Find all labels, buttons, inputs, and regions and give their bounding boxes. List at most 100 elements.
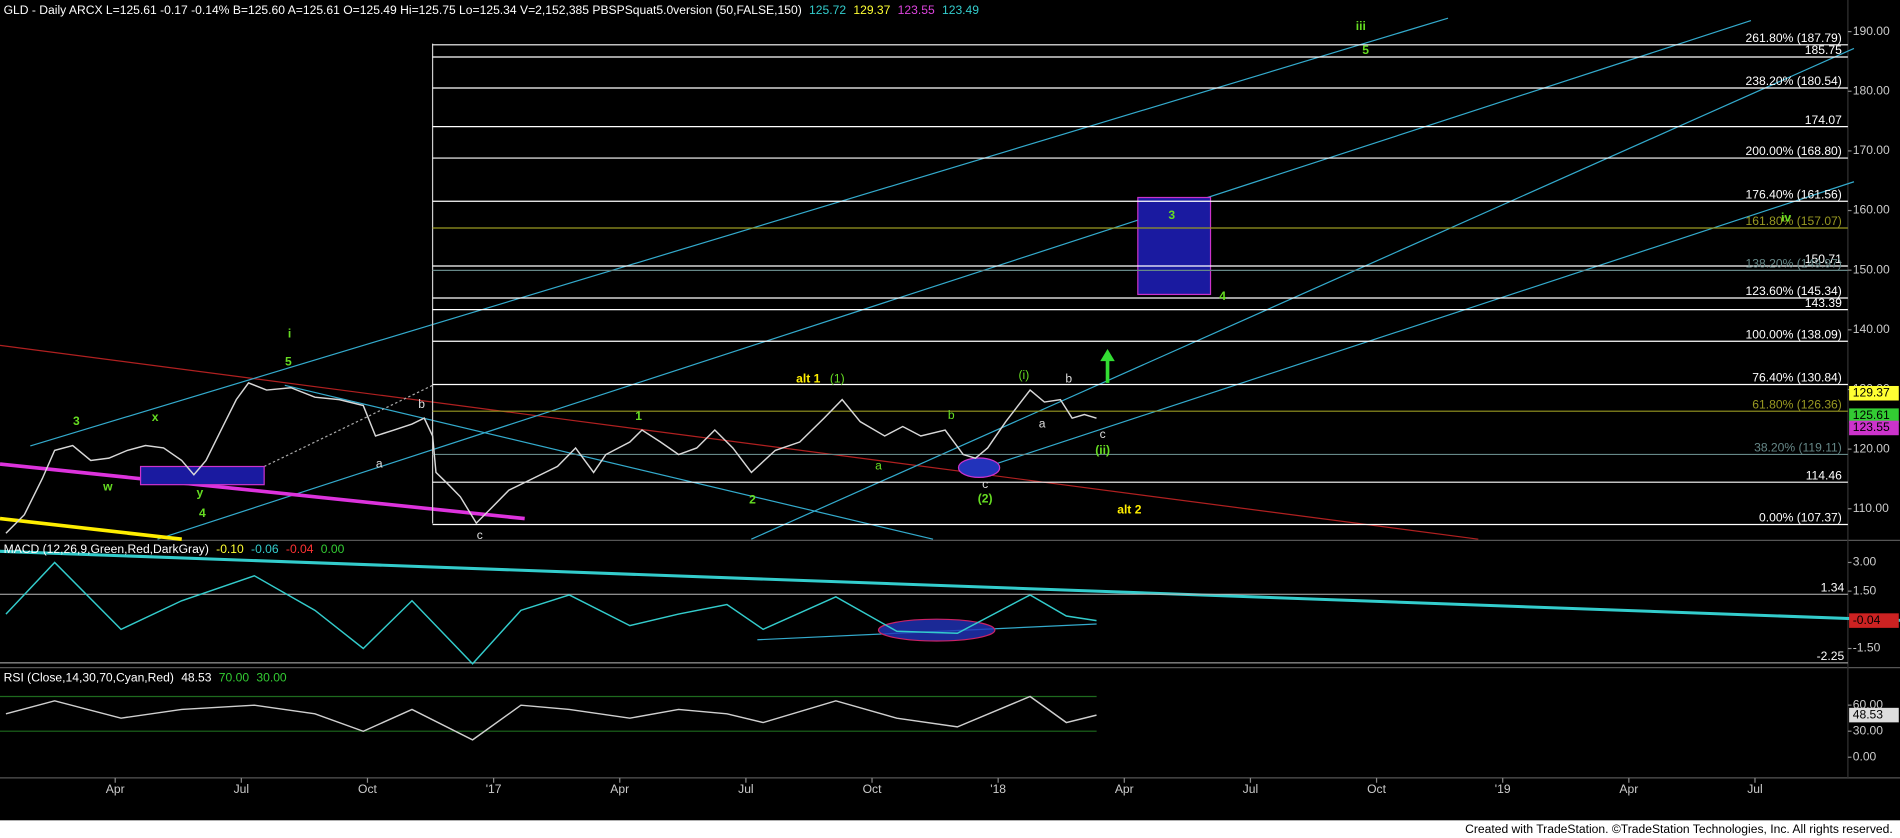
- y-tick-label: 190.00: [1853, 24, 1890, 38]
- y-tick-label: 0.00: [1853, 749, 1877, 763]
- fib-label: 61.80% (126.36): [1752, 397, 1842, 411]
- fib-label: 0.00% (107.37): [1759, 511, 1842, 525]
- wave-label: c: [1100, 427, 1106, 441]
- x-tick-label: Oct: [1367, 782, 1386, 796]
- footer: Created with TradeStation. ©TradeStation…: [1465, 822, 1893, 836]
- fib-label: 100.00% (138.09): [1746, 327, 1842, 341]
- panel-header-item: -0.10: [216, 542, 244, 556]
- wave-label: a: [376, 456, 383, 470]
- price-badge: [1849, 613, 1899, 628]
- x-tick-label: '19: [1495, 782, 1511, 796]
- y-tick-label: 150.00: [1853, 262, 1890, 276]
- wave-label: 2: [749, 493, 756, 507]
- y-tick-label: 140.00: [1853, 322, 1890, 336]
- panel-header-item: 48.53: [181, 671, 212, 685]
- series-line: [5, 695, 1097, 741]
- x-tick-label: Oct: [358, 782, 377, 796]
- y-tick-label: 1.50: [1853, 583, 1877, 597]
- x-tick-label: Apr: [1619, 782, 1638, 796]
- wave-label: (ii): [1095, 443, 1110, 457]
- x-tick-label: Jul: [1243, 782, 1258, 796]
- price-badge-label: 48.53: [1853, 707, 1884, 721]
- wave-label: alt 1: [796, 371, 820, 385]
- price-badge-label: 125.61: [1853, 408, 1890, 422]
- fib-label: 138.20% (149.97): [1746, 257, 1842, 271]
- fib-label: 76.40% (130.84): [1752, 371, 1842, 385]
- x-tick-label: Apr: [1115, 782, 1134, 796]
- panel-header-item: 0.00: [321, 542, 345, 556]
- panel-header-item: -0.04: [286, 542, 314, 556]
- x-tick-label: Jul: [1747, 782, 1762, 796]
- wave-label: iv: [1781, 210, 1791, 224]
- wave-label: a: [875, 459, 882, 473]
- channel-line: [30, 17, 1449, 447]
- channel-line: [969, 181, 1855, 474]
- price-badge-label: 123.55: [1853, 420, 1890, 434]
- wave-label: c: [477, 528, 483, 542]
- x-tick-label: Jul: [738, 782, 753, 796]
- header: GLD - Daily ARCX L=125.61 -0.17 -0.14% B…: [4, 3, 980, 17]
- wave-label: 5: [1362, 43, 1369, 57]
- panel-header-item: -0.06: [251, 542, 279, 556]
- macd-level-label: 1.34: [1821, 580, 1845, 594]
- price-badge: [1849, 420, 1899, 436]
- price-badge-label: 129.37: [1853, 385, 1890, 399]
- x-tick-label: Oct: [863, 782, 882, 796]
- x-tick-label: Apr: [610, 782, 629, 796]
- fib-label: 238.20% (180.54): [1746, 74, 1842, 88]
- x-tick-label: '17: [486, 782, 502, 796]
- fib-label: 174.07: [1805, 113, 1842, 127]
- y-tick-label: 120.00: [1853, 441, 1890, 455]
- wave-label: b: [418, 397, 425, 411]
- wave-label: (i): [1019, 368, 1030, 382]
- wave-label: 1: [635, 409, 642, 423]
- trend-lines: [0, 17, 1900, 642]
- y-tick-label: 110.00: [1853, 501, 1889, 515]
- fib-label: 123.60% (145.34): [1746, 284, 1842, 298]
- header-item: 125.72: [809, 3, 846, 17]
- highlight-ellipse: [957, 457, 1001, 479]
- wave-label: a: [1039, 416, 1046, 430]
- wave-label: 4: [1219, 289, 1226, 303]
- wave-label: b: [948, 408, 955, 422]
- header-item: 123.55: [898, 3, 935, 17]
- panel-header-item: RSI (Close,14,30,70,Cyan,Red): [4, 671, 174, 685]
- y-tick-label: 170.00: [1853, 143, 1890, 157]
- price-badge: [1849, 408, 1899, 423]
- wave-label: y: [197, 485, 204, 499]
- wave-label: (1): [830, 371, 845, 385]
- wave-label: c: [982, 477, 988, 491]
- wave-label: 5: [285, 354, 292, 368]
- x-tick-label: Jul: [234, 782, 249, 796]
- price-badge: [1849, 385, 1899, 401]
- fib-label: 261.80% (187.79): [1746, 31, 1842, 45]
- footer-band: [0, 820, 1900, 838]
- support-line: [0, 462, 525, 521]
- macd-level-label: -2.25: [1817, 649, 1845, 663]
- x-tick-label: Apr: [106, 782, 125, 796]
- series-line: [5, 382, 1097, 534]
- header-item: 123.49: [942, 3, 979, 17]
- support-line: [0, 516, 182, 542]
- macd-trend-line: [0, 549, 1900, 622]
- x-tick-label: '18: [990, 782, 1006, 796]
- highlight-ellipse: [877, 618, 996, 642]
- channel-line: [284, 384, 934, 540]
- wave-label: 3: [1168, 208, 1175, 222]
- y-tick-label: -1.50: [1853, 641, 1881, 655]
- wave-label: w: [102, 479, 113, 493]
- fib-label: 38.20% (119.11): [1754, 441, 1842, 455]
- y-tick-label: 3.00: [1853, 555, 1877, 569]
- y-tick-label: 180.00: [1853, 83, 1890, 97]
- y-tick-label: 160.00: [1853, 203, 1890, 217]
- panel-header: RSI (Close,14,30,70,Cyan,Red) 48.53 70.00 3…: [4, 671, 287, 685]
- fib-label: 143.39: [1805, 296, 1842, 310]
- fib-label: 185.75: [1805, 43, 1842, 57]
- fib-label: 176.40% (161.56): [1746, 187, 1842, 201]
- target-box: [139, 465, 265, 486]
- y-tick-label: 30.00: [1853, 723, 1884, 737]
- fib-label: 114.46: [1806, 468, 1842, 482]
- wave-label: (2): [978, 491, 993, 505]
